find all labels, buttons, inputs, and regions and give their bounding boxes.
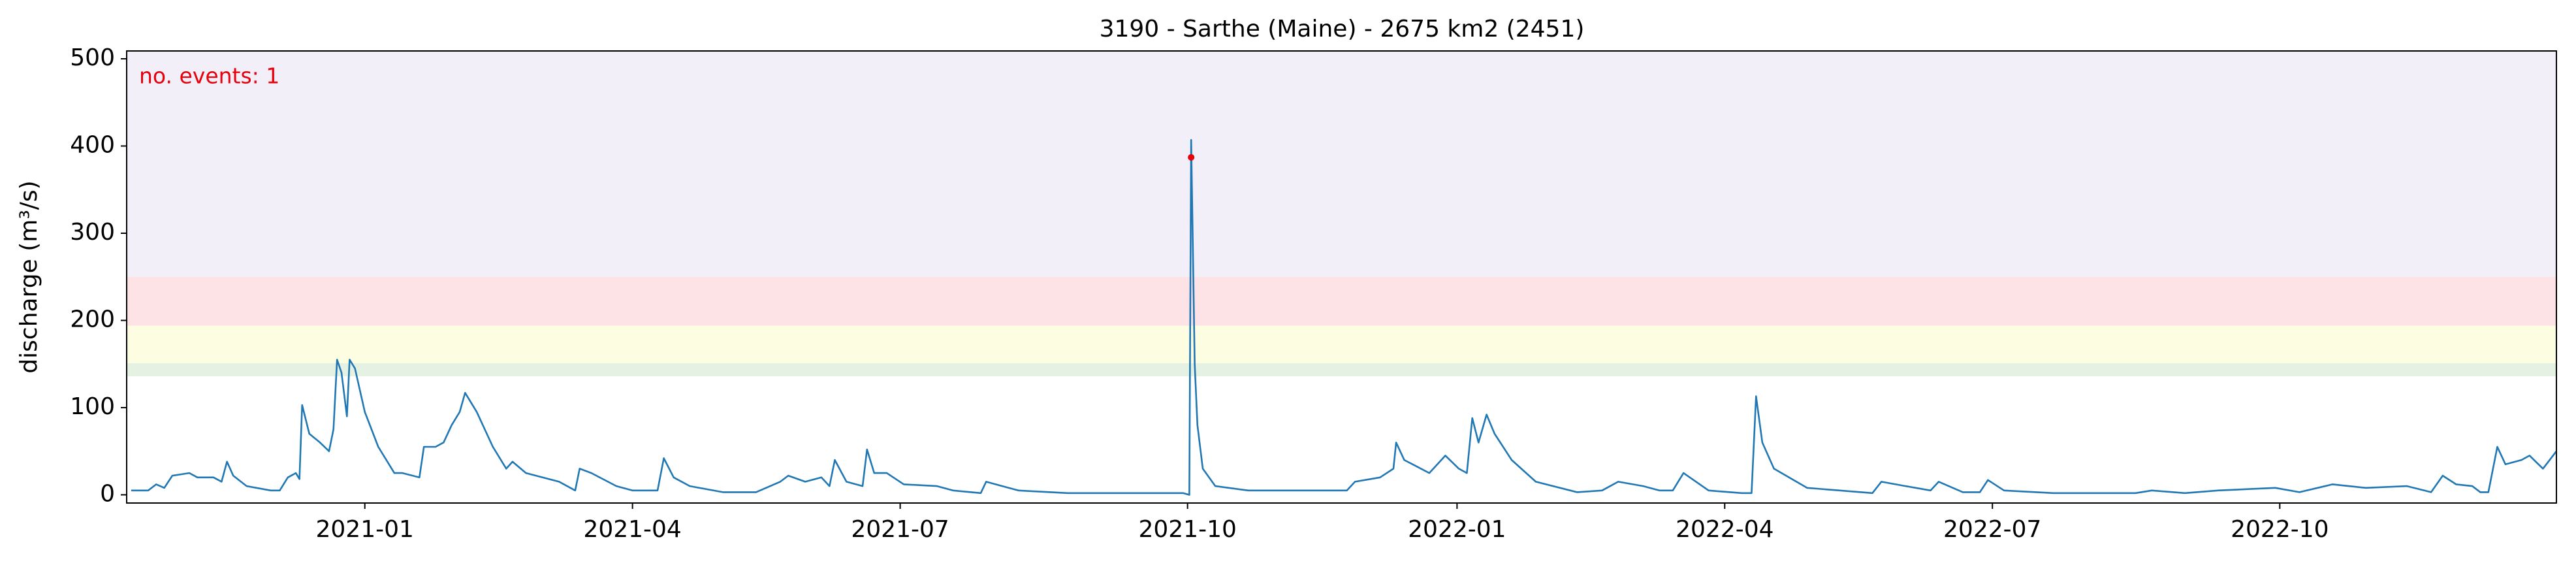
y-tick-label: 500 bbox=[70, 44, 115, 71]
y-tick-label: 100 bbox=[70, 393, 115, 420]
y-tick-label: 400 bbox=[70, 132, 115, 159]
threshold-band bbox=[127, 276, 2556, 326]
event-count: no. events: 1 bbox=[139, 63, 279, 89]
x-tick-label: 2021-04 bbox=[583, 516, 681, 543]
y-axis-label: discharge (m³/s) bbox=[16, 180, 42, 373]
x-tick-label: 2021-01 bbox=[315, 516, 413, 543]
threshold-band bbox=[127, 325, 2556, 363]
threshold-band bbox=[127, 363, 2556, 376]
chart-title: 3190 - Sarthe (Maine) - 2675 km2 (2451) bbox=[1100, 16, 1585, 42]
y-tick-label: 0 bbox=[100, 480, 115, 507]
discharge-line bbox=[131, 138, 2558, 496]
x-tick-label: 2022-10 bbox=[2231, 516, 2329, 543]
y-tick-label: 200 bbox=[70, 306, 115, 333]
x-tick-label: 2022-01 bbox=[1408, 516, 1506, 543]
threshold-band bbox=[127, 51, 2556, 277]
axes-frame bbox=[126, 50, 2557, 504]
x-tick-label: 2022-04 bbox=[1676, 516, 1773, 543]
y-tick-label: 300 bbox=[70, 219, 115, 246]
x-tick-label: 2022-07 bbox=[1943, 516, 2041, 543]
event-point bbox=[1188, 154, 1195, 161]
x-tick-label: 2021-10 bbox=[1138, 516, 1236, 543]
x-tick-label: 2021-07 bbox=[851, 516, 949, 543]
